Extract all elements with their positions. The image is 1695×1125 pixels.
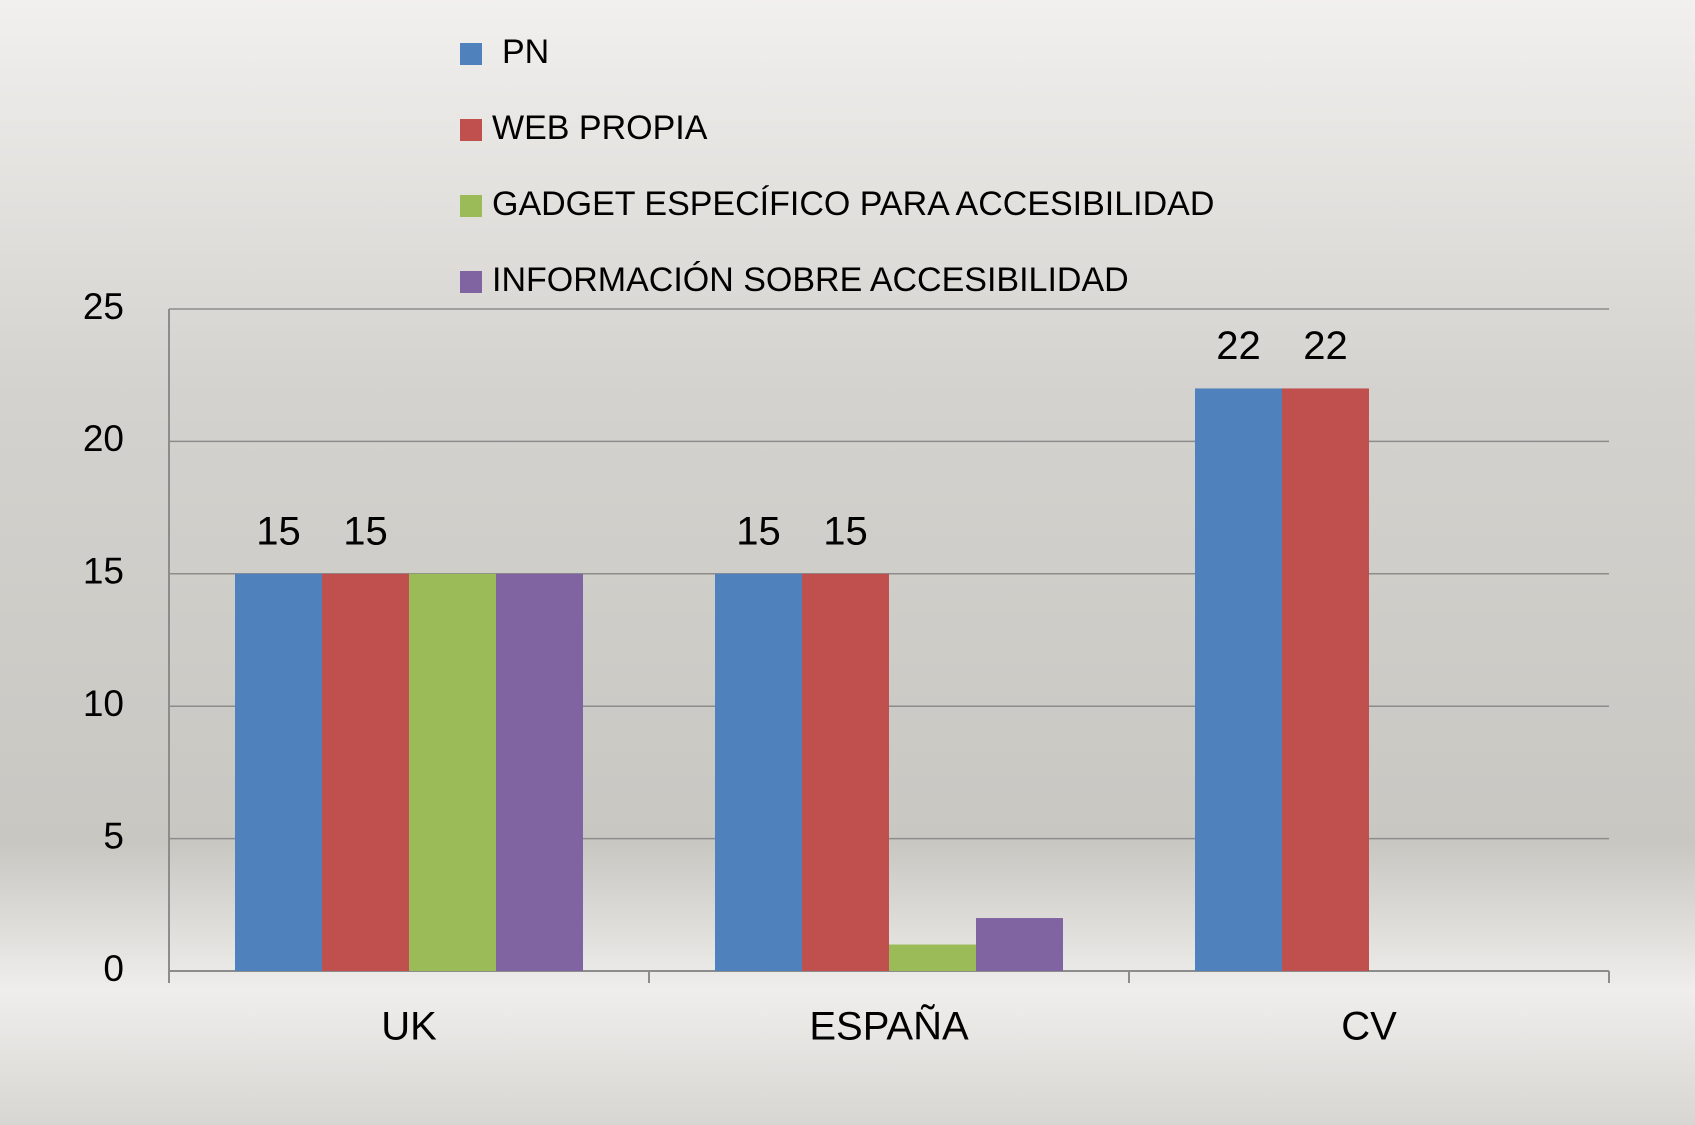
y-tick-label: 20	[83, 418, 124, 459]
data-label: 15	[736, 509, 781, 553]
bar	[235, 574, 322, 971]
bar	[496, 574, 583, 971]
page: {"chart_data": {"type": "bar", "categori…	[0, 0, 1695, 1125]
legend-label: INFORMACIÓN SOBRE ACCESIBILIDAD	[492, 261, 1129, 299]
data-label: 15	[823, 509, 868, 553]
legend-swatch	[460, 271, 482, 293]
x-tick-label: UK	[381, 1005, 437, 1049]
bar	[322, 574, 409, 971]
bar	[409, 574, 496, 971]
bar	[889, 945, 976, 971]
legend-label: PN	[502, 33, 549, 71]
legend-label: WEB PROPIA	[492, 109, 708, 147]
bar	[976, 918, 1063, 971]
legend-swatch	[460, 43, 482, 65]
legend-swatch	[460, 195, 482, 217]
y-tick-label: 15	[83, 551, 124, 592]
y-tick-label: 0	[103, 948, 124, 989]
data-label: 15	[343, 509, 388, 553]
legend-label: GADGET ESPECÍFICO PARA ACCESIBILIDAD	[492, 185, 1214, 223]
x-tick-label: ESPAÑA	[809, 1004, 969, 1049]
y-tick-label: 10	[83, 683, 124, 724]
bar	[1195, 388, 1282, 971]
legend-swatch	[460, 119, 482, 141]
y-tick-label: 25	[83, 286, 124, 327]
data-label: 15	[256, 509, 301, 553]
chart: 0 5 10 15 20 25 UK 15 15 ESPAÑA 15 15 CV 22 22 PN WEB PR…	[0, 0, 1695, 1125]
data-label: 22	[1303, 324, 1348, 368]
data-label: 22	[1216, 324, 1261, 368]
bar	[1282, 388, 1369, 971]
bar	[715, 574, 802, 971]
x-tick-label: CV	[1341, 1005, 1397, 1049]
y-tick-label: 5	[103, 815, 124, 856]
bar	[802, 574, 889, 971]
